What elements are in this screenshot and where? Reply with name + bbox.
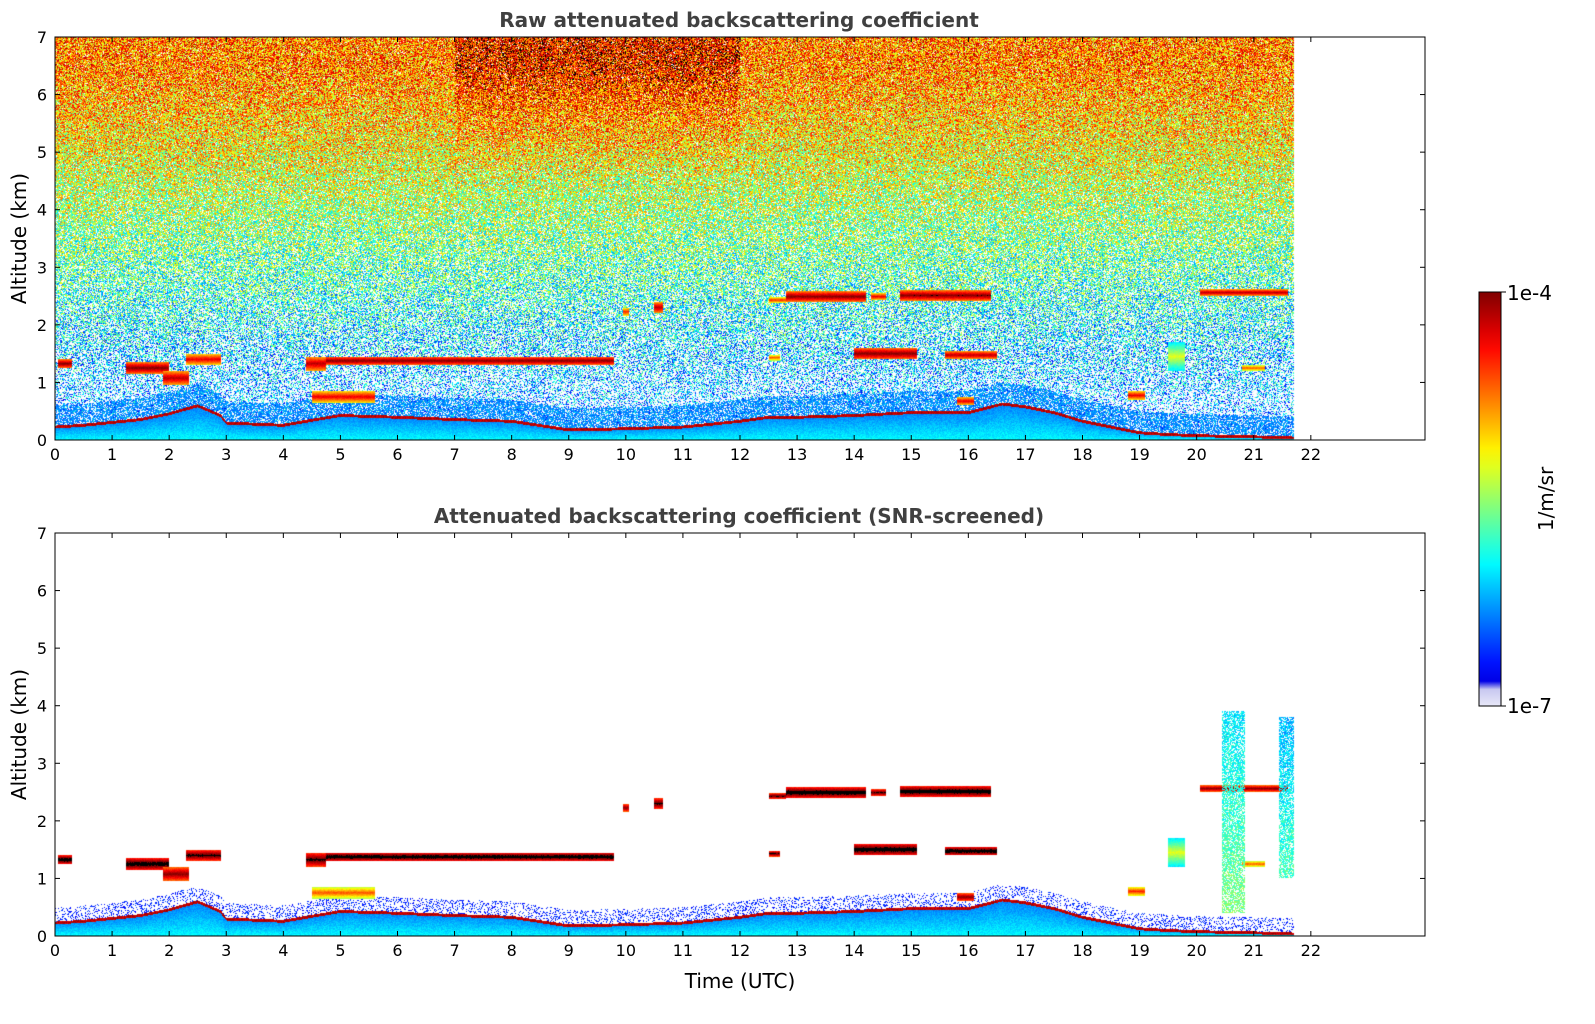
x-tick-label: 0 bbox=[50, 941, 60, 960]
x-tick-label: 18 bbox=[1072, 941, 1092, 960]
heatmap-area bbox=[55, 533, 1425, 936]
x-tick-label: 0 bbox=[50, 445, 60, 464]
y-tick-label: 3 bbox=[37, 258, 47, 277]
x-tick-label: 19 bbox=[1129, 941, 1149, 960]
x-tick-label: 11 bbox=[673, 941, 693, 960]
x-tick-label: 14 bbox=[844, 445, 864, 464]
colorbar: 1e-4 1e-7 1/m/sr bbox=[1478, 281, 1558, 718]
colorbar-frame bbox=[1478, 291, 1502, 707]
x-tick-label: 5 bbox=[335, 445, 345, 464]
x-tick-label: 15 bbox=[901, 941, 921, 960]
x-axis: 0 1 2 3 4 5 6 7 8 9 10 11 12 13 14 15 16 17 18 19 20 21 22 bbox=[50, 37, 1321, 464]
colorbar-min-label: 1e-7 bbox=[1507, 694, 1552, 718]
y-tick-label: 3 bbox=[37, 754, 47, 773]
x-tick-label: 18 bbox=[1072, 445, 1092, 464]
panel-screened: Attenuated backscattering coefficient (S… bbox=[7, 504, 1426, 993]
x-tick-label: 2 bbox=[164, 941, 174, 960]
y-tick-label: 7 bbox=[37, 28, 47, 47]
x-tick-label: 8 bbox=[507, 445, 517, 464]
y-tick-label: 6 bbox=[37, 582, 47, 601]
y-axis-label: Altitude (km) bbox=[7, 669, 31, 800]
chart-title: Attenuated backscattering coefficient (S… bbox=[434, 504, 1044, 528]
x-tick-label: 10 bbox=[616, 445, 636, 464]
y-tick-label: 6 bbox=[37, 86, 47, 105]
y-tick-label: 2 bbox=[37, 316, 47, 335]
y-tick-label: 4 bbox=[37, 697, 47, 716]
x-tick-label: 5 bbox=[335, 941, 345, 960]
x-tick-label: 15 bbox=[901, 445, 921, 464]
y-tick-label: 2 bbox=[37, 812, 47, 831]
x-tick-label: 16 bbox=[958, 941, 978, 960]
x-axis: 0 1 2 3 4 5 6 7 8 9 10 11 12 13 14 15 16 17 18 19 20 21 22 bbox=[50, 533, 1321, 960]
x-tick-label: 7 bbox=[449, 445, 459, 464]
x-tick-label: 3 bbox=[221, 445, 231, 464]
y-tick-label: 0 bbox=[37, 927, 47, 946]
x-tick-label: 20 bbox=[1186, 941, 1206, 960]
x-tick-label: 9 bbox=[564, 445, 574, 464]
y-tick-label: 1 bbox=[37, 869, 47, 888]
x-tick-label: 2 bbox=[164, 445, 174, 464]
x-tick-label: 4 bbox=[278, 445, 288, 464]
x-tick-label: 11 bbox=[673, 445, 693, 464]
heatmap-area bbox=[55, 37, 1425, 440]
x-tick-label: 12 bbox=[730, 445, 750, 464]
x-tick-label: 13 bbox=[787, 445, 807, 464]
x-tick-label: 9 bbox=[564, 941, 574, 960]
y-axis: 0 1 2 3 4 5 6 7 bbox=[37, 524, 1425, 946]
x-tick-label: 19 bbox=[1129, 445, 1149, 464]
x-tick-label: 14 bbox=[844, 941, 864, 960]
x-tick-label: 7 bbox=[449, 941, 459, 960]
y-tick-label: 0 bbox=[37, 431, 47, 450]
x-tick-label: 22 bbox=[1301, 445, 1321, 464]
x-tick-label: 6 bbox=[392, 445, 402, 464]
y-axis: 0 1 2 3 4 5 6 7 bbox=[37, 28, 1425, 450]
x-axis-label: Time (UTC) bbox=[684, 969, 796, 993]
panel-raw: Raw attenuated backscattering coefficien… bbox=[7, 8, 1426, 464]
x-tick-label: 13 bbox=[787, 941, 807, 960]
colorbar-gradient bbox=[1479, 292, 1501, 706]
x-tick-label: 21 bbox=[1244, 941, 1264, 960]
chart-title: Raw attenuated backscattering coefficien… bbox=[499, 8, 979, 32]
x-tick-label: 4 bbox=[278, 941, 288, 960]
y-tick-label: 5 bbox=[37, 639, 47, 658]
x-tick-label: 20 bbox=[1186, 445, 1206, 464]
colorbar-label: 1/m/sr bbox=[1534, 466, 1558, 531]
colorbar-max-label: 1e-4 bbox=[1507, 281, 1552, 305]
y-tick-label: 4 bbox=[37, 201, 47, 220]
x-tick-label: 17 bbox=[1015, 941, 1035, 960]
x-tick-label: 1 bbox=[107, 941, 117, 960]
x-tick-label: 10 bbox=[616, 941, 636, 960]
x-tick-label: 22 bbox=[1301, 941, 1321, 960]
x-tick-label: 12 bbox=[730, 941, 750, 960]
x-tick-label: 1 bbox=[107, 445, 117, 464]
x-tick-label: 17 bbox=[1015, 445, 1035, 464]
y-tick-label: 1 bbox=[37, 373, 47, 392]
y-tick-label: 5 bbox=[37, 143, 47, 162]
y-tick-label: 7 bbox=[37, 524, 47, 543]
x-tick-label: 21 bbox=[1244, 445, 1264, 464]
x-tick-label: 16 bbox=[958, 445, 978, 464]
y-axis-label: Altitude (km) bbox=[7, 173, 31, 304]
x-tick-label: 8 bbox=[507, 941, 517, 960]
x-tick-label: 6 bbox=[392, 941, 402, 960]
x-tick-label: 3 bbox=[221, 941, 231, 960]
